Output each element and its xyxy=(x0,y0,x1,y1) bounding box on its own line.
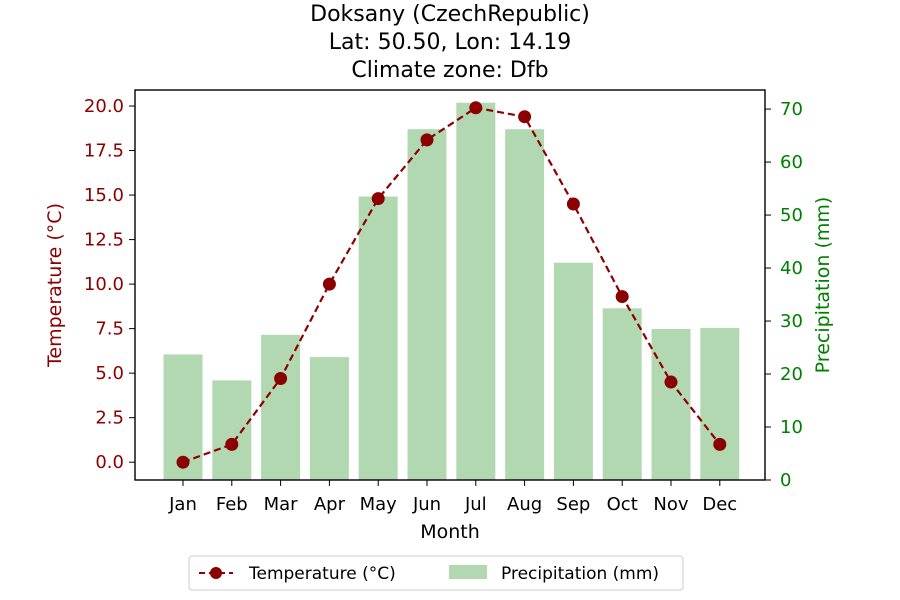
precipitation-bars xyxy=(163,102,740,480)
precipitation-bar-nov xyxy=(651,328,691,480)
x-tick-label-oct: Oct xyxy=(607,494,638,515)
right-y-axis: 0 10 20 30 40 50 60 70 xyxy=(765,99,803,491)
legend: Temperature (°C) Precipitation (mm) xyxy=(188,555,684,591)
precipitation-bar-dec xyxy=(700,327,740,480)
x-tick-label-may: May xyxy=(360,494,398,515)
chart-title-line-1: Doksany (CzechRepublic) xyxy=(310,2,590,27)
right-tick-label-0: 0 xyxy=(780,470,791,491)
chart-title-line-2: Lat: 50.50, Lon: 14.19 xyxy=(329,30,571,55)
right-tick-label-1: 10 xyxy=(780,417,803,438)
left-tick-label-8: 20.0 xyxy=(84,96,124,117)
precipitation-bar-oct xyxy=(602,308,642,480)
temperature-point-sep xyxy=(566,197,580,211)
right-tick-label-5: 50 xyxy=(780,205,803,226)
left-tick-label-7: 17.5 xyxy=(84,141,124,162)
precipitation-bar-jul xyxy=(456,102,496,480)
left-tick-label-4: 10.0 xyxy=(84,274,124,295)
x-axis-label: Month xyxy=(420,521,480,543)
temperature-point-jun xyxy=(420,133,434,147)
legend-precipitation-swatch xyxy=(449,565,487,579)
left-y-axis: 0.0 2.5 5.0 7.5 10.0 12.5 15.0 17.5 20.0 xyxy=(84,96,135,473)
right-tick-label-2: 20 xyxy=(780,364,803,385)
temperature-point-feb xyxy=(225,437,239,451)
temperature-point-nov xyxy=(664,375,678,389)
precipitation-bar-sep xyxy=(553,262,593,480)
x-tick-label-feb: Feb xyxy=(216,494,248,515)
chart-title: Doksany (CzechRepublic) Lat: 50.50, Lon:… xyxy=(310,2,590,83)
precipitation-bar-aug xyxy=(505,129,545,480)
precipitation-bar-jun xyxy=(407,129,447,480)
x-tick-label-jul: Jul xyxy=(464,494,487,515)
legend-precipitation-label: Precipitation (mm) xyxy=(501,564,659,584)
left-tick-label-3: 7.5 xyxy=(95,319,124,340)
temperature-line xyxy=(182,106,721,464)
right-axis-label: Precipitation (mm) xyxy=(812,197,834,374)
legend-temperature-label: Temperature (°C) xyxy=(248,564,396,584)
x-tick-label-aug: Aug xyxy=(507,494,542,515)
left-tick-label-5: 12.5 xyxy=(84,230,124,251)
left-tick-label-1: 2.5 xyxy=(95,408,124,429)
temperature-point-mar xyxy=(274,371,288,385)
temperature-point-apr xyxy=(322,277,336,291)
chart-title-line-3: Climate zone: Dfb xyxy=(351,58,548,83)
x-tick-label-nov: Nov xyxy=(653,494,688,515)
temperature-point-may xyxy=(371,192,385,206)
left-tick-label-2: 5.0 xyxy=(95,363,124,384)
precipitation-bar-feb xyxy=(212,380,252,480)
left-tick-label-6: 15.0 xyxy=(84,185,124,206)
precipitation-bar-mar xyxy=(261,334,301,480)
right-tick-label-6: 60 xyxy=(780,152,803,173)
x-tick-label-apr: Apr xyxy=(314,494,346,515)
x-tick-label-mar: Mar xyxy=(264,494,299,515)
temperature-point-dec xyxy=(713,437,727,451)
right-tick-label-4: 40 xyxy=(780,258,803,279)
temperature-line-group xyxy=(176,101,727,469)
right-tick-label-7: 70 xyxy=(780,99,803,120)
x-tick-label-jun: Jun xyxy=(412,494,441,515)
legend-temperature-marker xyxy=(210,567,222,579)
left-axis-label: Temperature (°C) xyxy=(44,203,66,368)
temperature-point-oct xyxy=(615,290,629,304)
legend-frame xyxy=(188,555,684,591)
precipitation-bar-may xyxy=(358,196,398,480)
temperature-point-jan xyxy=(176,455,190,469)
precipitation-bar-apr xyxy=(309,357,349,480)
x-axis: Jan Feb Mar Apr May Jun Jul Aug Sep Oct Nov Dec xyxy=(168,480,737,515)
plot-area-frame xyxy=(134,89,766,481)
temperature-point-jul xyxy=(469,101,483,115)
x-tick-label-dec: Dec xyxy=(702,494,737,515)
x-tick-label-sep: Sep xyxy=(556,494,590,515)
right-tick-label-3: 30 xyxy=(780,311,803,332)
temperature-point-aug xyxy=(518,110,532,124)
left-tick-label-0: 0.0 xyxy=(95,452,124,473)
x-tick-label-jan: Jan xyxy=(168,494,197,515)
